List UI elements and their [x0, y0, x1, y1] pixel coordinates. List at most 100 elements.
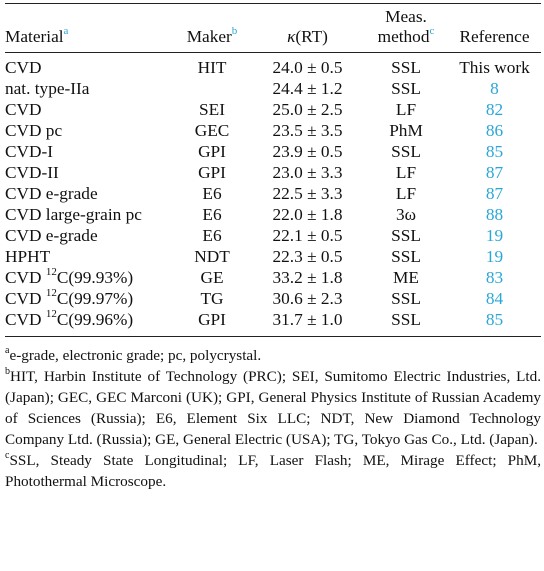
cell-reference: 88	[448, 204, 541, 225]
cell-kappa: 24.4 ± 1.2	[272, 79, 343, 98]
cell-material: CVD-I	[5, 142, 53, 161]
cell-reference: 82	[448, 99, 541, 120]
cell-material: CVD	[5, 100, 42, 119]
reference-link[interactable]: 84	[485, 289, 504, 308]
cell-method: SSL	[391, 79, 421, 98]
cell-kappa: 33.2 ± 1.8	[272, 268, 343, 287]
table-row: CVD 12C(99.93%) GE 33.2 ± 1.8 ME 83	[5, 267, 541, 288]
footnote-b: bHIT, Harbin Institute of Technology (PR…	[5, 366, 541, 450]
cell-maker: E6	[202, 226, 222, 245]
cell-kappa: 23.5 ± 3.5	[272, 121, 343, 140]
header-row: Materiala Makerb κ(RT) Meas. methodc Refe…	[5, 4, 541, 52]
table-row: nat. type-IIa 24.4 ± 1.2 SSL 8	[5, 78, 541, 99]
col-header-maker: Makerb	[186, 25, 238, 46]
cell-method: LF	[395, 163, 417, 182]
table-row: HPHT NDT 22.3 ± 0.5 SSL 19	[5, 246, 541, 267]
cell-maker: E6	[202, 205, 222, 224]
header-rule	[5, 52, 541, 53]
footnote-mark: c	[5, 449, 10, 461]
cell-material: nat. type-IIa	[5, 79, 90, 98]
reference-link[interactable]: 19	[485, 226, 504, 245]
top-rule	[5, 3, 541, 4]
table-row: CVD large-grain pc E6 22.0 ± 1.8 3ω 88	[5, 204, 541, 225]
cell-method: SSL	[391, 142, 421, 161]
reference-link[interactable]: 83	[485, 268, 504, 287]
bottom-rule	[5, 336, 541, 337]
cell-method: ME	[393, 268, 419, 287]
cell-kappa: 22.0 ± 1.8	[272, 205, 343, 224]
footnote-c: cSSL, Steady State Longitudinal; LF, Las…	[5, 450, 541, 492]
cell-method: LF	[395, 100, 417, 119]
cell-kappa: 23.9 ± 0.5	[272, 142, 343, 161]
cell-kappa: 22.5 ± 3.3	[272, 184, 343, 203]
reference-link[interactable]: 85	[485, 142, 504, 161]
cell-maker: GEC	[194, 121, 230, 140]
cell-maker: E6	[202, 184, 222, 203]
footnote-text: e-grade, electronic grade; pc, polycryst…	[9, 347, 262, 364]
reference-link[interactable]: 19	[485, 247, 504, 266]
col-header-method: Meas. methodc	[377, 7, 435, 46]
reference-link[interactable]: 86	[485, 121, 504, 140]
reference-link[interactable]: 87	[485, 184, 504, 203]
cell-maker: GPI	[198, 142, 226, 161]
cell-kappa: 23.0 ± 3.3	[272, 163, 343, 182]
table-document: Materiala Makerb κ(RT) Meas. methodc Refe…	[5, 0, 541, 492]
cell-method: LF	[395, 184, 417, 203]
table-row: CVD e-grade E6 22.5 ± 3.3 LF 87	[5, 183, 541, 204]
cell-reference: 85	[448, 141, 541, 162]
cell-reference: 19	[448, 246, 541, 267]
cell-method: SSL	[391, 226, 421, 245]
cell-material: CVD large-grain pc	[5, 205, 142, 224]
table-row: CVD 12C(99.97%) TG 30.6 ± 2.3 SSL 84	[5, 288, 541, 309]
reference-link[interactable]: 88	[485, 205, 504, 224]
footnote-mark-c[interactable]: c	[429, 25, 435, 38]
cell-material: CVD pc	[5, 121, 63, 140]
cell-reference: 83	[448, 267, 541, 288]
footnote-mark-b[interactable]: b	[231, 25, 238, 38]
cell-maker	[173, 78, 251, 99]
cell-material: CVD e-grade	[5, 226, 98, 245]
footnote-mark: a	[5, 344, 10, 356]
cell-reference: 8	[448, 78, 541, 99]
footnote-text: HIT, Harbin Institute of Technology (PRC…	[5, 368, 541, 448]
reference-link[interactable]: 87	[485, 163, 504, 182]
table-row: CVD HIT 24.0 ± 0.5 SSL This work	[5, 53, 541, 78]
cell-method: 3ω	[395, 205, 416, 224]
cell-method: SSL	[391, 289, 421, 308]
cell-reference: 86	[448, 120, 541, 141]
cell-method: SSL	[391, 310, 421, 329]
table-row: CVD 12C(99.96%) GPI 31.7 ± 1.0 SSL 85	[5, 309, 541, 336]
cell-kappa: 25.0 ± 2.5	[272, 100, 343, 119]
footnote-a: ae-grade, electronic grade; pc, polycrys…	[5, 345, 541, 366]
cell-method: SSL	[391, 58, 421, 77]
cell-kappa: 24.0 ± 0.5	[272, 58, 343, 77]
cell-reference: 87	[448, 183, 541, 204]
cell-reference: 84	[448, 288, 541, 309]
cell-kappa: 22.1 ± 0.5	[272, 226, 343, 245]
cell-kappa: 31.7 ± 1.0	[272, 310, 343, 329]
cell-reference: 87	[448, 162, 541, 183]
table-row: CVD pc GEC 23.5 ± 3.5 PhM 86	[5, 120, 541, 141]
reference-link[interactable]: 8	[490, 79, 499, 98]
footnote-mark-a[interactable]: a	[63, 25, 69, 38]
cell-maker: GPI	[198, 163, 226, 182]
cell-kappa: 22.3 ± 0.5	[272, 247, 343, 266]
reference-link[interactable]: 82	[485, 100, 504, 119]
cell-material: CVD-II	[5, 163, 59, 182]
cell-material: CVD e-grade	[5, 184, 98, 203]
table-row: CVD e-grade E6 22.1 ± 0.5 SSL 19	[5, 225, 541, 246]
cell-maker: TG	[200, 289, 224, 308]
cell-reference: This work	[448, 53, 541, 78]
table-row: CVD SEI 25.0 ± 2.5 LF 82	[5, 99, 541, 120]
col-header-reference: Reference	[459, 27, 530, 46]
footnote-text: SSL, Steady State Longitudinal; LF, Lase…	[5, 452, 541, 490]
cell-material: CVD 12C(99.96%)	[5, 308, 134, 329]
cell-reference: 19	[448, 225, 541, 246]
thermal-conductivity-table: Materiala Makerb κ(RT) Meas. methodc Refe…	[5, 4, 541, 336]
reference-link[interactable]: 85	[485, 310, 504, 329]
table-row: CVD-II GPI 23.0 ± 3.3 LF 87	[5, 162, 541, 183]
col-header-material: Materiala	[5, 25, 69, 46]
cell-maker: GPI	[198, 310, 226, 329]
cell-method: PhM	[389, 121, 423, 140]
footnotes: ae-grade, electronic grade; pc, polycrys…	[5, 345, 541, 492]
